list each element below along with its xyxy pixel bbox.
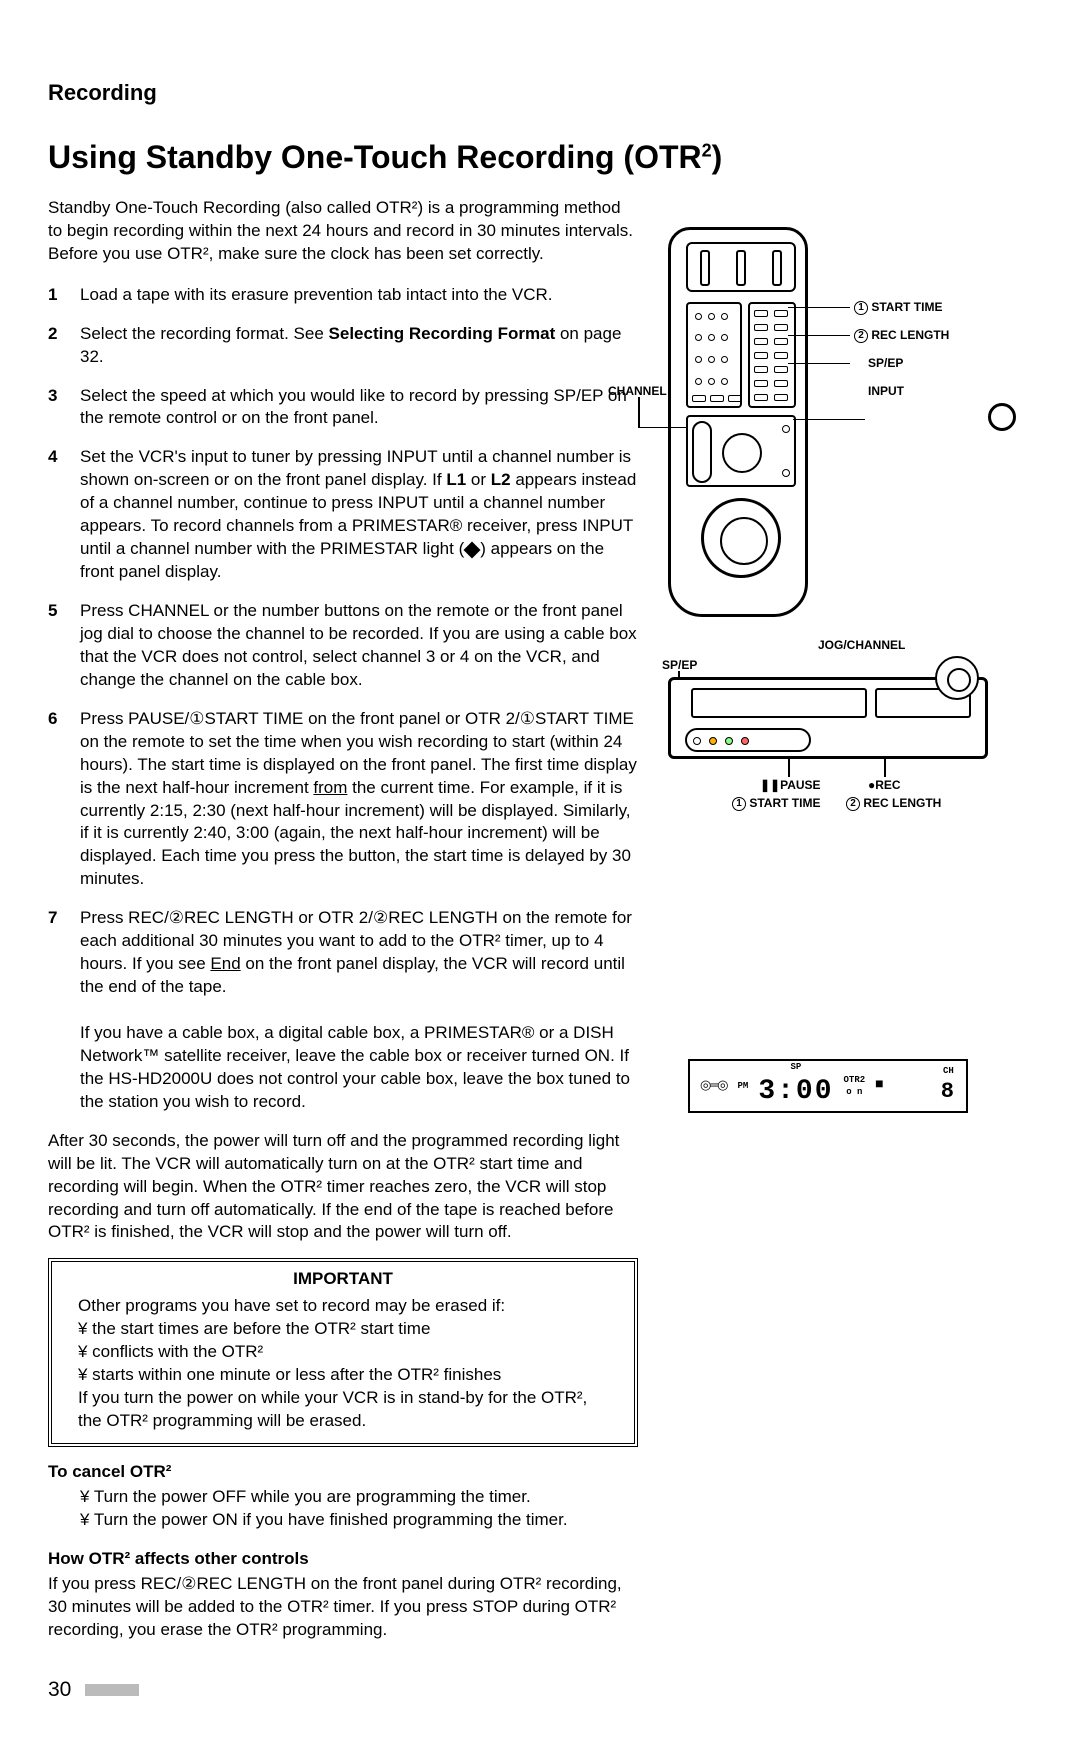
step-7: Press REC/②REC LENGTH or OTR 2/②REC LENG… — [48, 907, 638, 1113]
remote-diagram: 1 START TIME 2 REC LENGTH SP/EP INPUT CH… — [668, 227, 938, 637]
page-number: 30 — [48, 1676, 71, 1704]
vcr-tape-slot — [691, 688, 867, 718]
vcr-body — [668, 677, 988, 759]
page-title: Using Standby One-Touch Recording (OTR2) — [48, 136, 1032, 179]
vcr-jog-dial — [935, 656, 979, 700]
label-vcr-sp-ep: SP/EP — [662, 657, 697, 673]
after-paragraph: After 30 seconds, the power will turn of… — [48, 1130, 638, 1245]
step-2: Select the recording format. See Selecti… — [48, 323, 638, 369]
steps-list: Load a tape with its erasure prevention … — [48, 284, 638, 1114]
right-column: 1 START TIME 2 REC LENGTH SP/EP INPUT CH… — [668, 197, 1032, 1656]
remote-right-pad — [748, 302, 796, 408]
cancel-line: ¥ Turn the power ON if you have finished… — [80, 1509, 638, 1532]
important-box: IMPORTANT Other programs you have set to… — [48, 1258, 638, 1447]
remote-numpad — [686, 302, 742, 408]
label-sp-ep: SP/EP — [868, 355, 903, 371]
step-body: Press CHANNEL or the number buttons on t… — [80, 600, 638, 692]
lcd-pm: PM — [738, 1080, 749, 1092]
lcd-stop-icon: ■ — [875, 1076, 883, 1095]
title-pre: Using Standby One-Touch Recording (OTR — [48, 139, 702, 175]
remote-mid-panel — [686, 415, 796, 487]
step-1: Load a tape with its erasure prevention … — [48, 284, 638, 307]
remote-top-panel — [686, 242, 796, 292]
cancel-line: ¥ Turn the power OFF while you are progr… — [80, 1486, 638, 1509]
section-label: Recording — [48, 78, 1032, 108]
lcd-time: 3:00 — [758, 1073, 833, 1111]
step-body: Press PAUSE/①START TIME on the front pan… — [80, 708, 638, 892]
step-body: Set the VCR's input to tuner by pressing… — [80, 446, 638, 584]
remote-jog-wheel — [701, 498, 781, 578]
footer-bar — [85, 1684, 139, 1696]
important-line: ¥ starts within one minute or less after… — [78, 1364, 608, 1387]
important-line: ¥ the start times are before the OTR² st… — [78, 1318, 608, 1341]
lcd-otr2: OTR2 — [844, 1074, 866, 1086]
title-post: ) — [712, 139, 723, 175]
affects-body: If you press REC/②REC LENGTH on the fron… — [48, 1573, 638, 1642]
vcr-diagram: JOG/CHANNEL SP/EP ❚❚PAUSE ●REC 1 START T… — [668, 677, 988, 759]
step-body: Select the recording format. See Selecti… — [80, 323, 638, 369]
left-column: Standby One-Touch Recording (also called… — [48, 197, 638, 1656]
label-rec: ●REC — [868, 777, 901, 793]
step-body: Press REC/②REC LENGTH or OTR 2/②REC LENG… — [80, 907, 638, 1113]
step-body: Load a tape with its erasure prevention … — [80, 284, 638, 307]
important-title: IMPORTANT — [78, 1268, 608, 1291]
step-body: Select the speed at which you would like… — [80, 385, 638, 431]
step-6: Press PAUSE/①START TIME on the front pan… — [48, 708, 638, 892]
label-rec-length: 2 REC LENGTH — [854, 327, 949, 343]
cancel-heading: To cancel OTR² — [48, 1461, 638, 1484]
label-start-time: 1 START TIME — [854, 299, 942, 315]
intro-paragraph: Standby One-Touch Recording (also called… — [48, 197, 638, 266]
lcd-sp: SP — [791, 1061, 802, 1073]
page-footer: 30 — [48, 1676, 1032, 1704]
title-sup: 2 — [702, 140, 712, 160]
label-vcr-rec-length: 2 REC LENGTH — [846, 795, 941, 811]
lcd-ch: CH — [943, 1065, 954, 1077]
lcd-ch-num: 8 — [941, 1077, 956, 1107]
label-input: INPUT — [868, 383, 904, 399]
lcd-cassette-icon: ◎═◎ — [700, 1077, 728, 1095]
lcd-display: ◎═◎ PM SP 3:00 OTR2 o n ■ CH 8 — [688, 1059, 968, 1113]
input-button-icon — [988, 403, 1016, 431]
vcr-tray — [685, 728, 811, 752]
step-4: Set the VCR's input to tuner by pressing… — [48, 446, 638, 584]
important-line: Other programs you have set to record ma… — [78, 1295, 608, 1318]
affects-heading: How OTR² affects other controls — [48, 1548, 638, 1571]
lcd-on: o n — [846, 1086, 862, 1098]
label-pause: ❚❚PAUSE — [760, 777, 821, 793]
step-3: Select the speed at which you would like… — [48, 385, 638, 431]
important-line: ¥ conflicts with the OTR² — [78, 1341, 608, 1364]
label-jog-channel: JOG/CHANNEL — [818, 637, 905, 653]
remote-body — [668, 227, 808, 617]
label-vcr-start-time: 1 START TIME — [732, 795, 820, 811]
important-line: If you turn the power on while your VCR … — [78, 1387, 608, 1433]
step-5: Press CHANNEL or the number buttons on t… — [48, 600, 638, 692]
